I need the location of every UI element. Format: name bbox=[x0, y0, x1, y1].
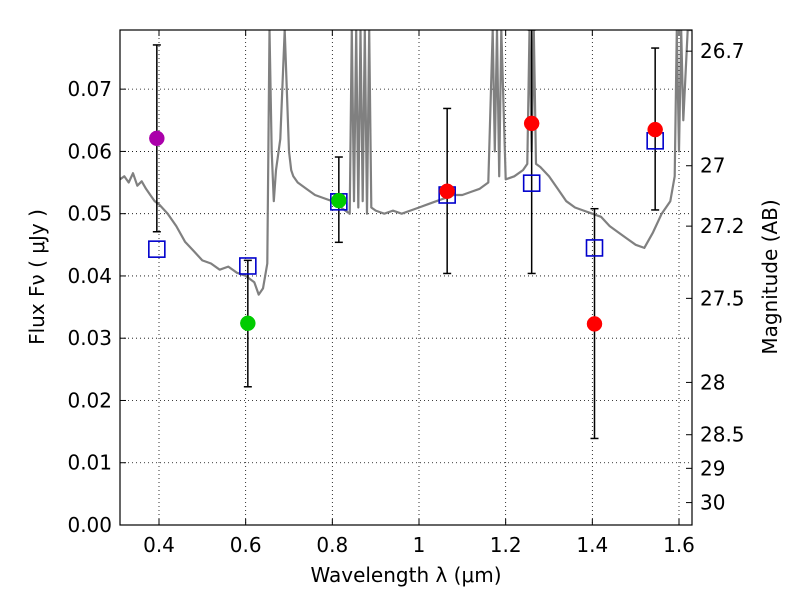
x-tick-label: 1.6 bbox=[663, 533, 695, 557]
model-photometry bbox=[148, 132, 664, 275]
observed-point bbox=[331, 192, 347, 209]
observed-point bbox=[149, 130, 165, 147]
error-bars bbox=[152, 30, 660, 440]
grid bbox=[120, 30, 692, 525]
observed-photometry bbox=[149, 115, 663, 332]
model-point bbox=[148, 240, 166, 258]
y-tick-label: 0.01 bbox=[67, 451, 112, 475]
observed-point bbox=[523, 115, 540, 132]
mag-tick-label: 28 bbox=[700, 370, 725, 394]
mag-tick-label: 27 bbox=[700, 154, 725, 178]
plot-frame bbox=[119, 29, 693, 526]
mag-tick-label: 30 bbox=[700, 491, 725, 515]
spectrum-layer bbox=[120, 30, 692, 296]
y-tick-label: 0.07 bbox=[67, 77, 112, 101]
x-tick-label: 0.4 bbox=[143, 533, 175, 557]
y-tick-label: 0.00 bbox=[67, 513, 112, 537]
model-point bbox=[239, 257, 257, 275]
y-tick-label: 0.03 bbox=[67, 326, 112, 350]
x-tick-label: 1.4 bbox=[576, 533, 608, 557]
mag-tick-label: 27.2 bbox=[700, 214, 745, 238]
model-point bbox=[522, 174, 541, 192]
x-tick-label: 0.6 bbox=[230, 533, 262, 557]
observed-point bbox=[586, 316, 603, 332]
spectrum-line bbox=[120, 30, 692, 296]
mag-tick-label: 26.7 bbox=[700, 39, 745, 63]
y-axis-title: Flux Fν ( μJy ) bbox=[25, 209, 49, 345]
observed-point bbox=[647, 121, 663, 138]
y-tick-label: 0.05 bbox=[67, 202, 112, 226]
x-tick-label: 0.8 bbox=[316, 533, 348, 557]
y2-axis-title: Magnitude (AB) bbox=[758, 199, 782, 354]
mag-tick-label: 28.5 bbox=[700, 423, 745, 447]
y-tick-label: 0.02 bbox=[67, 388, 112, 412]
y-tick-label: 0.06 bbox=[67, 139, 112, 163]
model-point bbox=[585, 239, 604, 257]
x-axis-title: Wavelength λ (μm) bbox=[310, 563, 501, 587]
mag-tick-label: 27.5 bbox=[700, 286, 745, 310]
observed-point bbox=[439, 183, 455, 200]
mag-tick-label: 29 bbox=[700, 456, 725, 480]
y-tick-label: 0.04 bbox=[67, 264, 112, 288]
x-tick-label: 1 bbox=[413, 533, 426, 557]
axis-ticks: 0.4 0.6 0.8 1 1.2 1.4 1.6 0.00 0.01 0.02 0.03 0.04 0… bbox=[67, 30, 745, 557]
x-tick-label: 1.2 bbox=[490, 533, 522, 557]
observed-point bbox=[240, 315, 256, 332]
